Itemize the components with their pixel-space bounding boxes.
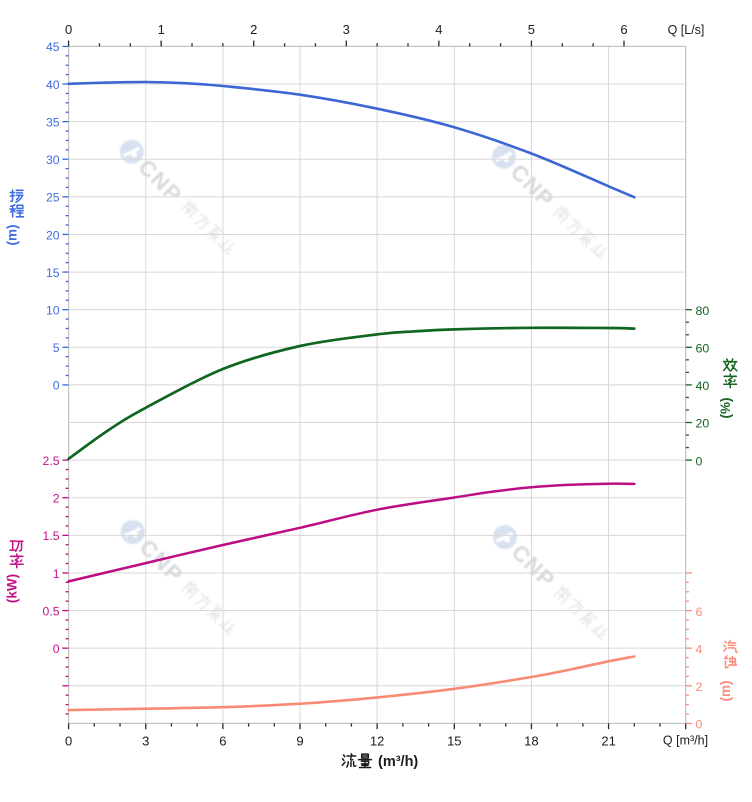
svg-text:5: 5 bbox=[53, 341, 60, 355]
svg-text:(m): (m) bbox=[5, 225, 20, 246]
svg-text:0: 0 bbox=[65, 733, 72, 748]
svg-text:35: 35 bbox=[46, 115, 60, 129]
svg-text:1.5: 1.5 bbox=[43, 529, 60, 543]
svg-text:2: 2 bbox=[696, 680, 703, 694]
svg-text:0: 0 bbox=[696, 454, 703, 468]
svg-text:45: 45 bbox=[46, 40, 60, 54]
svg-text:(m): (m) bbox=[718, 681, 733, 702]
svg-text:25: 25 bbox=[46, 191, 60, 205]
svg-text:6: 6 bbox=[620, 22, 627, 37]
svg-text:4: 4 bbox=[696, 642, 703, 656]
svg-text:60: 60 bbox=[696, 342, 710, 356]
svg-text:21: 21 bbox=[601, 733, 615, 748]
svg-text:15: 15 bbox=[447, 733, 461, 748]
svg-text:15: 15 bbox=[46, 266, 60, 280]
svg-text:0: 0 bbox=[65, 22, 72, 37]
svg-text:40: 40 bbox=[46, 78, 60, 92]
svg-text:(m³/h): (m³/h) bbox=[378, 754, 418, 770]
svg-text:4: 4 bbox=[435, 22, 442, 37]
svg-text:(%): (%) bbox=[718, 398, 733, 419]
svg-text:0: 0 bbox=[53, 379, 60, 393]
svg-text:20: 20 bbox=[696, 417, 710, 431]
svg-text:2.5: 2.5 bbox=[43, 454, 60, 468]
svg-text:6: 6 bbox=[219, 733, 226, 748]
svg-text:(kW): (kW) bbox=[5, 574, 20, 603]
svg-text:5: 5 bbox=[528, 22, 535, 37]
svg-text:2: 2 bbox=[53, 492, 60, 506]
svg-text:40: 40 bbox=[696, 379, 710, 393]
svg-text:18: 18 bbox=[524, 733, 538, 748]
svg-text:30: 30 bbox=[46, 153, 60, 167]
svg-text:1: 1 bbox=[158, 22, 165, 37]
svg-text:80: 80 bbox=[696, 304, 710, 318]
svg-text:Q [m³/h]: Q [m³/h] bbox=[663, 734, 708, 748]
svg-text:0: 0 bbox=[696, 718, 703, 732]
svg-text:2: 2 bbox=[250, 22, 257, 37]
svg-text:0.5: 0.5 bbox=[43, 604, 60, 618]
svg-text:9: 9 bbox=[296, 733, 303, 748]
svg-text:3: 3 bbox=[343, 22, 350, 37]
svg-text:Q [L/s]: Q [L/s] bbox=[668, 23, 705, 37]
svg-text:12: 12 bbox=[370, 733, 384, 748]
svg-text:0: 0 bbox=[53, 642, 60, 656]
svg-text:1: 1 bbox=[53, 567, 60, 581]
svg-text:10: 10 bbox=[46, 304, 60, 318]
svg-text:6: 6 bbox=[696, 605, 703, 619]
svg-text:20: 20 bbox=[46, 228, 60, 242]
svg-text:3: 3 bbox=[142, 733, 149, 748]
